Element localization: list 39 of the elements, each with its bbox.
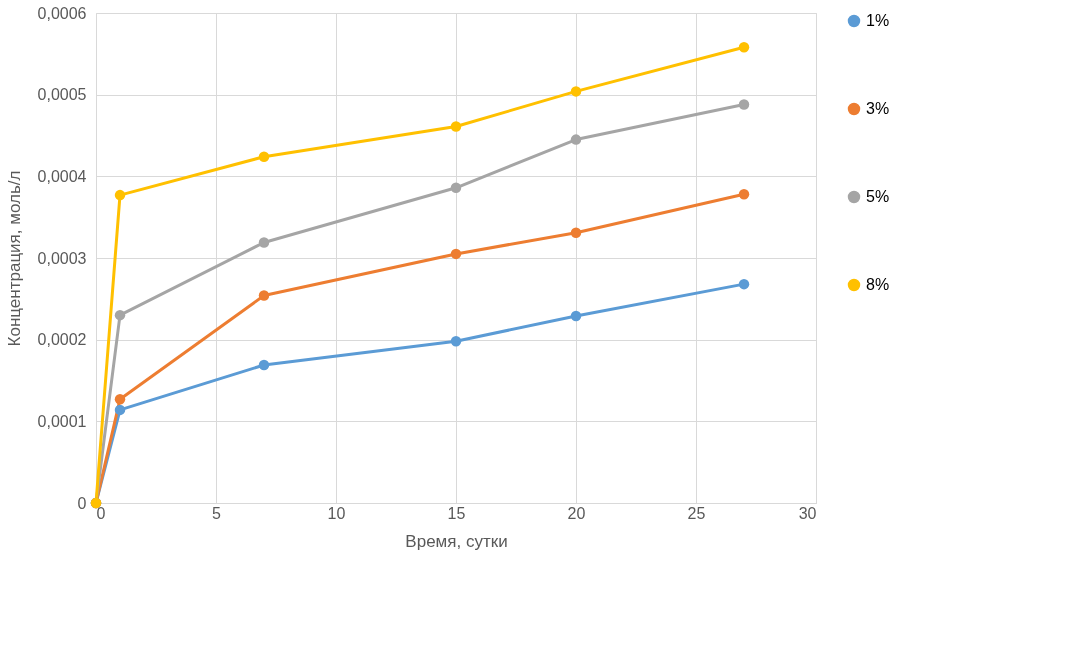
y-tick-label: 0,0001 bbox=[37, 412, 87, 430]
x-tick-label: 5 bbox=[212, 504, 222, 522]
point bbox=[570, 227, 582, 238]
y-tick-label: 0,0005 bbox=[37, 86, 87, 104]
y-tick-label: 0,0002 bbox=[37, 331, 87, 349]
point bbox=[114, 309, 126, 321]
point bbox=[738, 42, 750, 53]
point bbox=[738, 278, 750, 290]
point bbox=[114, 394, 126, 405]
y-axis-title: Концентрация, моль/л bbox=[4, 170, 24, 347]
x-tick-label: 30 bbox=[798, 504, 817, 522]
point bbox=[114, 189, 126, 201]
point bbox=[258, 359, 270, 371]
point bbox=[450, 336, 462, 347]
point bbox=[450, 121, 462, 132]
point bbox=[570, 86, 582, 97]
x-axis-title: Время, сутки bbox=[405, 531, 508, 551]
point bbox=[738, 99, 750, 110]
x-tick-label: 25 bbox=[687, 504, 706, 522]
point bbox=[450, 248, 462, 260]
point bbox=[258, 237, 270, 248]
legend-label: 1% bbox=[866, 12, 890, 29]
point bbox=[258, 151, 270, 162]
x-tick-label: 0 bbox=[96, 504, 106, 522]
point bbox=[258, 290, 270, 301]
point bbox=[570, 310, 582, 322]
point bbox=[114, 404, 126, 416]
point bbox=[738, 189, 750, 200]
x-tick-label: 10 bbox=[327, 504, 346, 522]
legend-label: 8% bbox=[866, 276, 890, 293]
y-tick-label: 0,0004 bbox=[37, 167, 87, 185]
x-tick-label: 20 bbox=[567, 504, 586, 522]
y-tick-label: 0,0006 bbox=[37, 4, 87, 22]
point bbox=[570, 134, 582, 145]
legend-label: 3% bbox=[866, 100, 890, 117]
legend-label: 5% bbox=[866, 188, 890, 205]
point bbox=[450, 182, 462, 193]
x-tick-label: 15 bbox=[447, 504, 466, 522]
y-tick-label: 0,0003 bbox=[37, 249, 87, 267]
